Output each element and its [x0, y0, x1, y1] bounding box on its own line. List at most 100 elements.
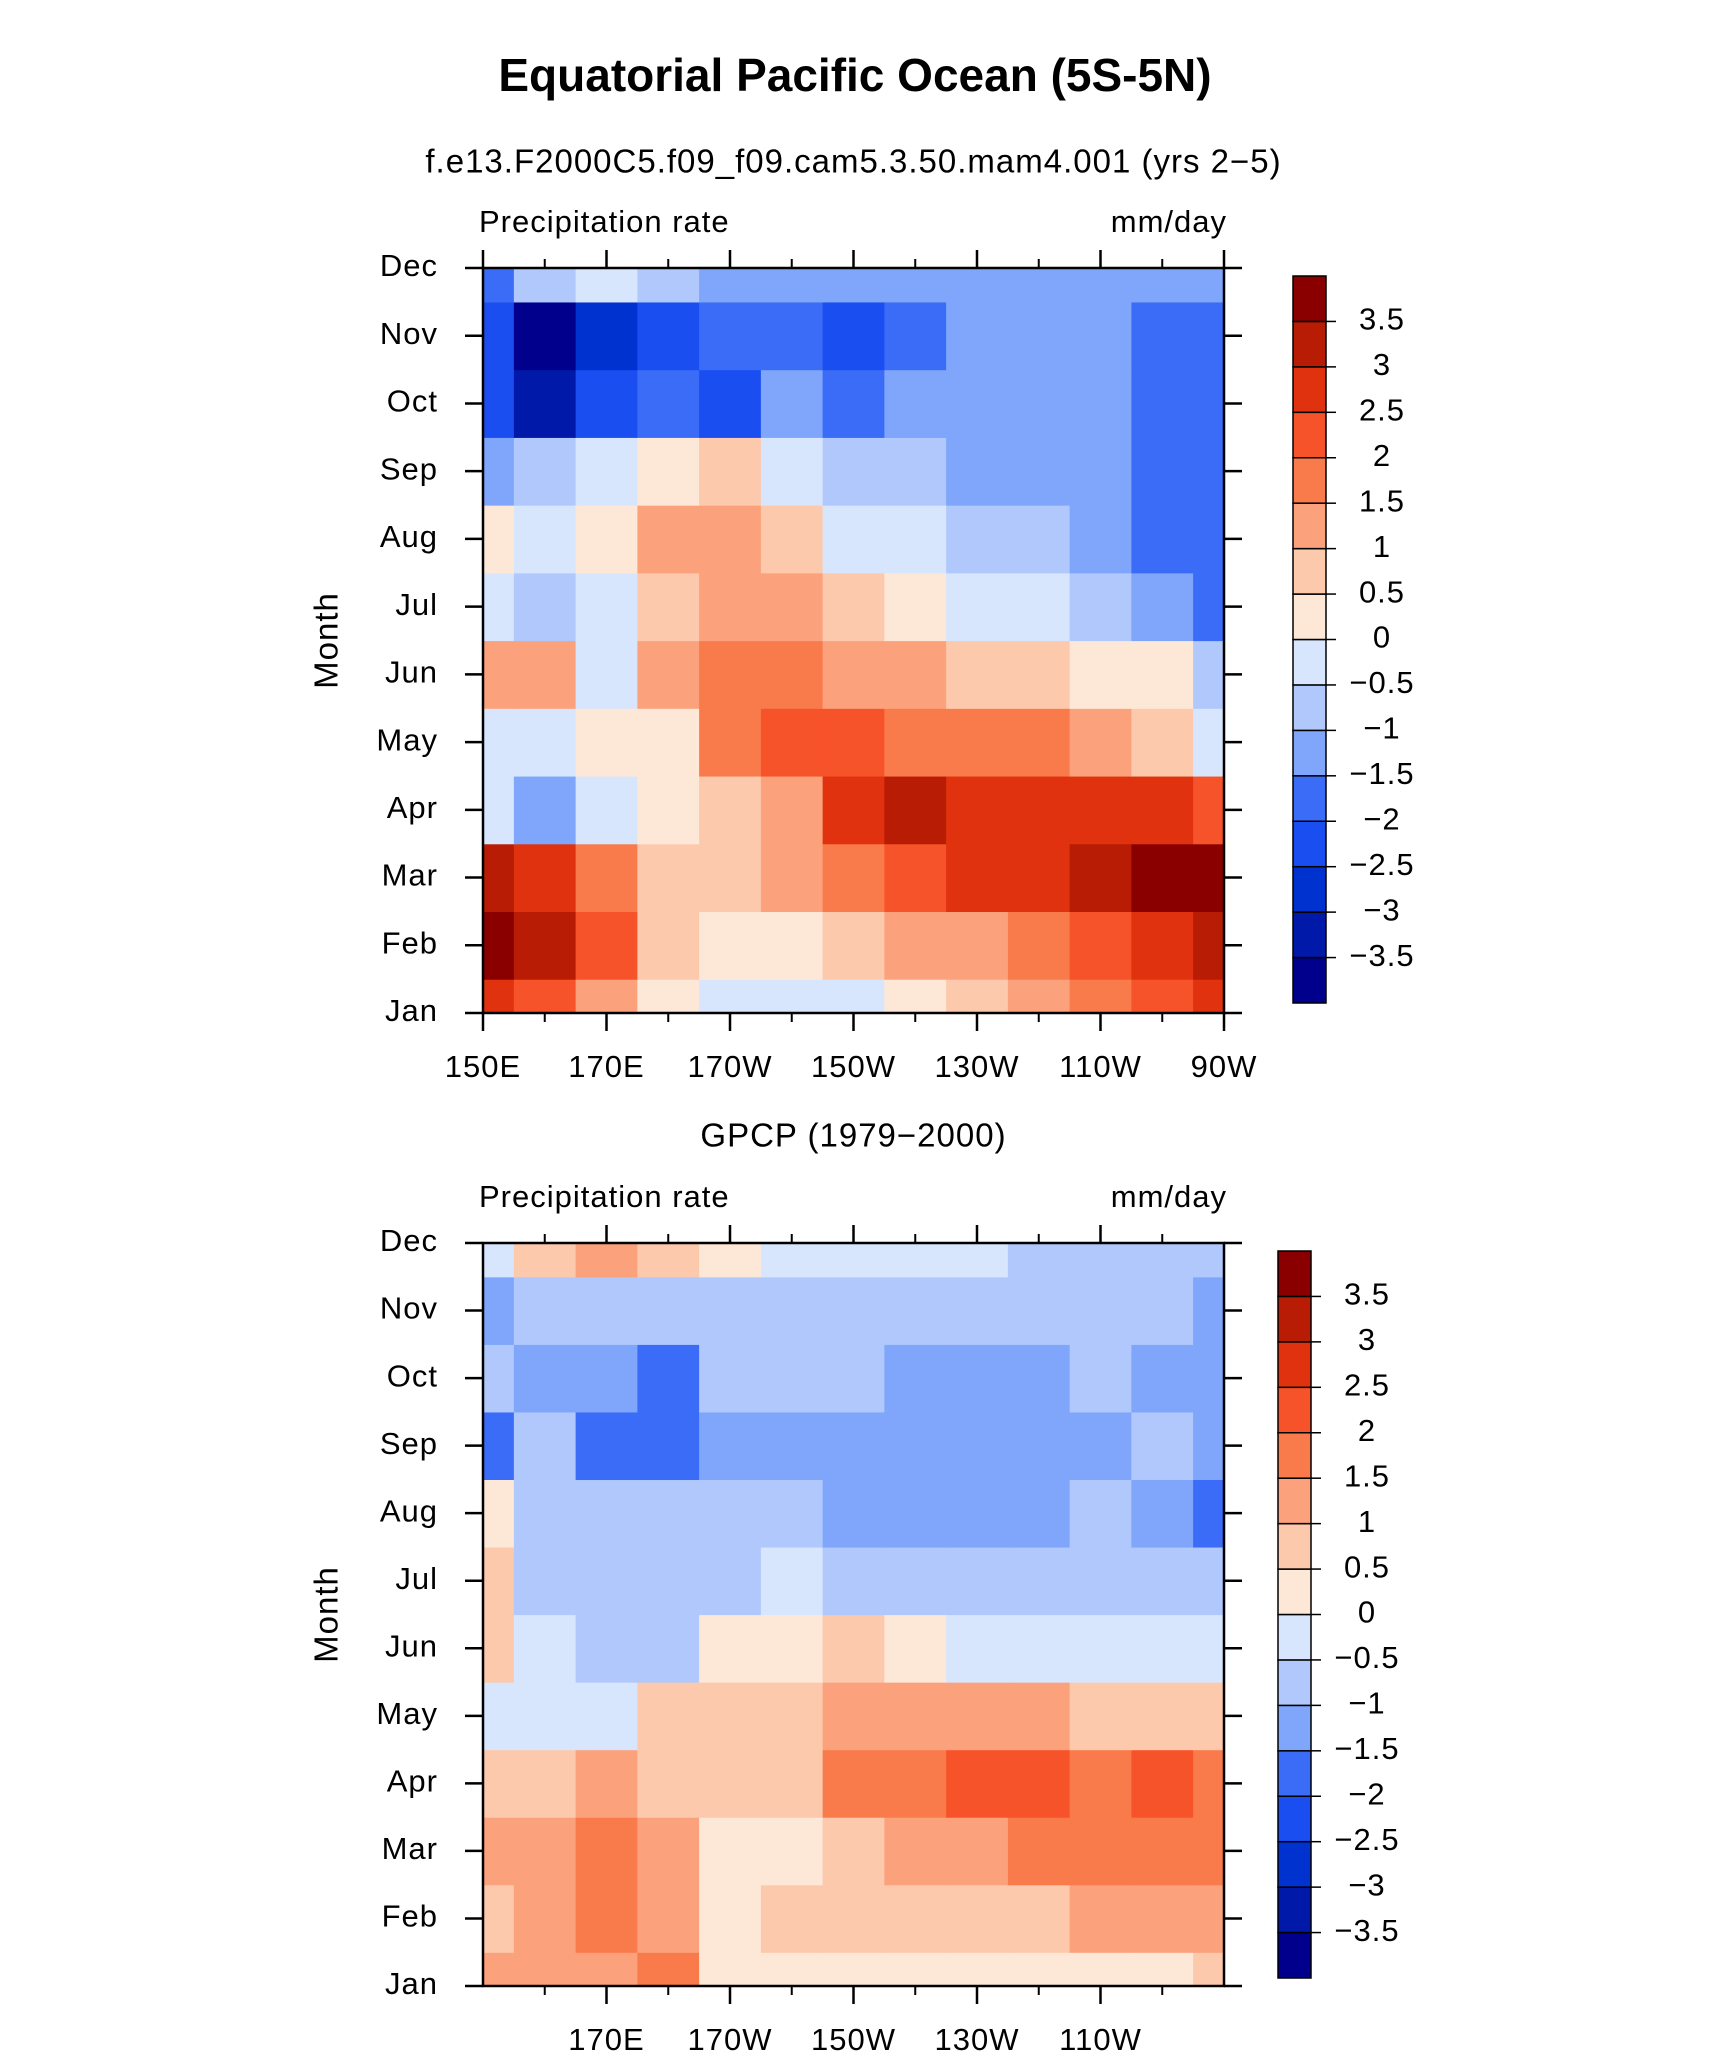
figure-title: Equatorial Pacific Ocean (5S-5N): [498, 49, 1211, 101]
cell: [1193, 1344, 1225, 1413]
cell: [1131, 843, 1194, 913]
cell: [822, 708, 885, 777]
cell: [1131, 1749, 1194, 1818]
cell: [575, 1817, 638, 1886]
cell: [884, 1411, 947, 1481]
colorbar-box: [1292, 547, 1327, 595]
cell: [1193, 572, 1225, 642]
cell: [575, 505, 638, 574]
cell: [946, 1952, 1009, 1987]
cell: [884, 369, 947, 438]
cell: [575, 301, 638, 371]
colorbar-box: [1277, 1931, 1312, 1979]
cell: [1131, 1817, 1194, 1886]
colorbar-label: −2.5: [1349, 847, 1414, 882]
cell: [575, 369, 638, 438]
cell: [483, 437, 515, 506]
cell: [1069, 1952, 1132, 1987]
cell: [822, 1546, 885, 1616]
cell: [699, 369, 762, 438]
cell: [946, 843, 1009, 913]
cell: [822, 572, 885, 642]
colorbar-box: [1292, 593, 1327, 641]
colorbar-label: 1: [1373, 529, 1391, 564]
colorbar-box: [1277, 1432, 1312, 1479]
y-tick-label: Feb: [382, 1899, 438, 1934]
cell: [1131, 1546, 1194, 1616]
cell: [1131, 1276, 1194, 1345]
y-tick-label: Oct: [387, 1358, 438, 1393]
y-tick-label: Feb: [382, 925, 438, 960]
cell: [1007, 1884, 1071, 1953]
cell: [760, 1276, 824, 1345]
cell: [637, 775, 700, 845]
cell: [822, 1276, 885, 1345]
cell: [1193, 1546, 1225, 1616]
cell: [822, 437, 885, 506]
cell: [884, 911, 947, 980]
cell: [1131, 1952, 1194, 1987]
colorbar-box: [1277, 1840, 1312, 1888]
colorbar-box: [1277, 1295, 1312, 1343]
cell: [1007, 268, 1071, 303]
cell: [760, 1479, 824, 1548]
colorbar-label: −2: [1348, 1776, 1385, 1811]
cell: [637, 1682, 700, 1751]
colorbar-label: 3: [1358, 1322, 1376, 1357]
cell: [822, 301, 885, 371]
cell: [1007, 1749, 1071, 1818]
x-tick-label: 150W: [811, 1049, 896, 1084]
y-tick-label: Jan: [385, 993, 438, 1028]
cell: [637, 843, 700, 913]
cell: [1193, 1952, 1225, 1987]
cell: [483, 1614, 515, 1683]
cell: [884, 843, 947, 913]
cell: [822, 843, 885, 913]
cell: [1007, 437, 1071, 506]
cell: [760, 301, 824, 371]
cell: [1131, 437, 1194, 506]
cell: [483, 572, 515, 642]
colorbar-box: [1292, 865, 1327, 913]
y-tick-label: Oct: [387, 384, 438, 419]
colorbar-box: [1292, 684, 1327, 732]
cell: [946, 1243, 1009, 1278]
colorbar-box: [1292, 275, 1327, 323]
cell: [699, 572, 762, 642]
cell: [699, 1749, 762, 1818]
colorbar-box: [1292, 366, 1327, 414]
cell: [637, 1614, 700, 1683]
cell: [699, 1411, 762, 1481]
cell: [760, 708, 824, 777]
cell: [884, 640, 947, 709]
colorbar-box: [1277, 1886, 1312, 1934]
colorbar-label: 0: [1358, 1595, 1376, 1630]
cell: [1007, 369, 1071, 438]
cell: [884, 979, 947, 1014]
x-tick-label: 170W: [688, 1049, 773, 1084]
cell: [760, 1749, 824, 1818]
cell: [513, 1344, 577, 1413]
cell: [575, 775, 638, 845]
cell: [699, 1817, 762, 1886]
colorbar-box: [1277, 1341, 1312, 1389]
cell: [483, 301, 515, 371]
cell: [483, 1276, 515, 1345]
cell: [1007, 572, 1071, 642]
cell: [1193, 1243, 1225, 1278]
y-tick-label: Mar: [382, 1831, 438, 1866]
cell: [1131, 1344, 1194, 1413]
colorbar-box: [1277, 1659, 1312, 1707]
cell: [513, 1682, 577, 1751]
cell: [1131, 1411, 1194, 1481]
cell: [1131, 1479, 1194, 1548]
y-tick-label: Nov: [380, 1291, 438, 1326]
cell: [1193, 268, 1225, 303]
cell: [1069, 979, 1132, 1014]
cell: [483, 1411, 515, 1481]
colorbar-label: −3: [1348, 1867, 1385, 1902]
cell: [513, 572, 577, 642]
cell: [1007, 1614, 1071, 1683]
cell: [637, 1884, 700, 1953]
cell: [575, 1682, 638, 1751]
